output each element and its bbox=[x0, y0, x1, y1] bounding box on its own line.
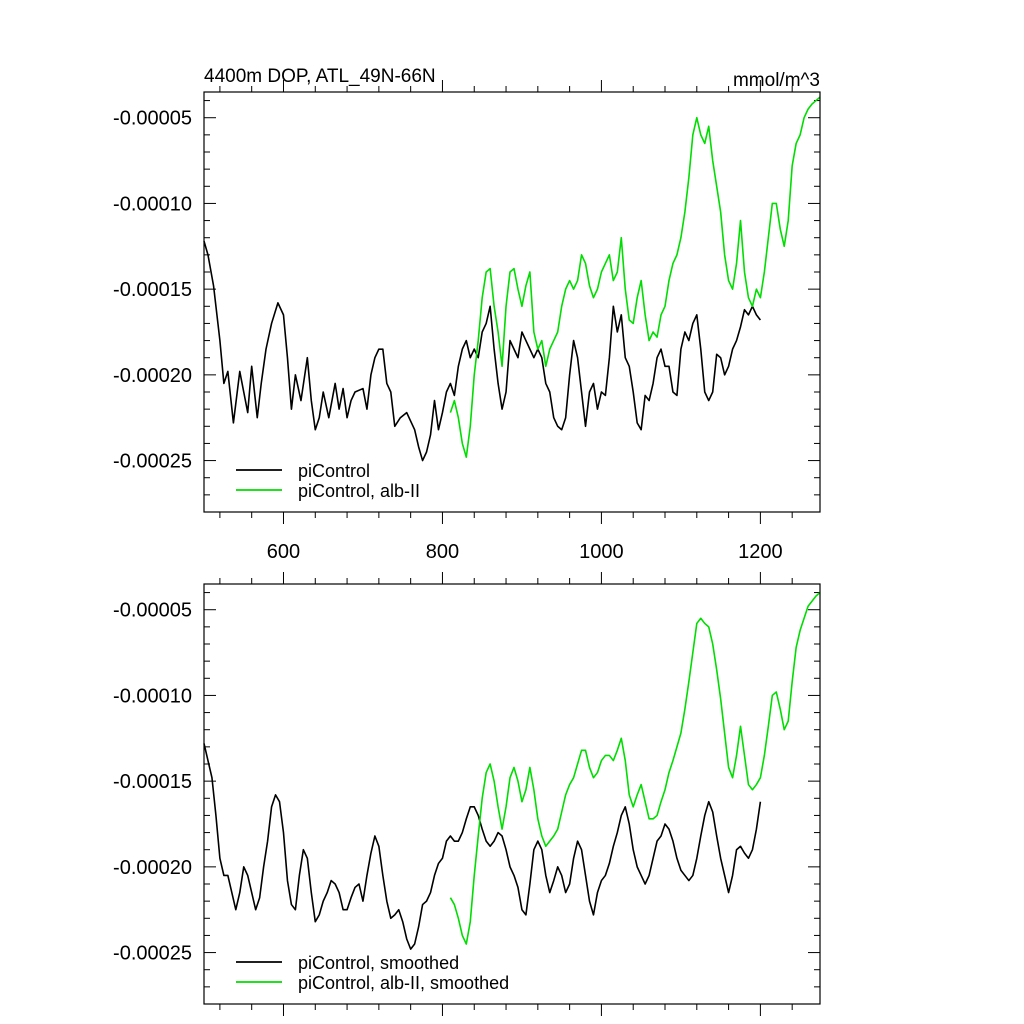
bottom-panel-frame bbox=[203, 583, 821, 1005]
bottom-y-tick-label: -0.00015 bbox=[113, 771, 192, 793]
top-panel-title: 4400m DOP, ATL_49N-66N bbox=[204, 66, 436, 87]
top-panel-x-tick-labels: 600 800 1000 1200 bbox=[267, 541, 783, 563]
bottom-panel-legend: piControl, smoothed piControl, alb-II, s… bbox=[236, 953, 509, 993]
bottom-panel-y-tick-labels: -0.00005 -0.00010 -0.00015 -0.00020 -0.00025 bbox=[113, 600, 192, 965]
top-x-tick-label: 600 bbox=[267, 541, 300, 563]
bottom-panel: -0.00005 -0.00010 -0.00015 -0.00020 -0.00025… bbox=[113, 572, 821, 1016]
top-y-tick-label: -0.00015 bbox=[113, 279, 192, 301]
top-y-tick-label: -0.00020 bbox=[113, 365, 192, 387]
top-panel-y-tick-labels: -0.00005 -0.00010 -0.00015 -0.00020 -0.00025 bbox=[113, 108, 192, 473]
bottom-panel-series bbox=[203, 591, 821, 950]
bottom-y-tick-label: -0.00020 bbox=[113, 857, 192, 879]
bottom-y-tick-label: -0.00010 bbox=[113, 685, 192, 707]
top-panel-units: mmol/m^3 bbox=[733, 70, 820, 91]
top-y-tick-label: -0.00005 bbox=[113, 108, 192, 130]
top-y-tick-label: -0.00010 bbox=[113, 193, 192, 215]
top-x-tick-label: 1200 bbox=[738, 541, 783, 563]
top-series-line-0 bbox=[203, 240, 762, 462]
top-x-tick-label: 1000 bbox=[579, 541, 624, 563]
bottom-y-tick-label: -0.00005 bbox=[113, 600, 192, 622]
top-x-tick-label: 800 bbox=[426, 541, 459, 563]
top-series-line-1 bbox=[449, 96, 821, 458]
bottom-panel-ticks bbox=[204, 572, 820, 1016]
top-panel: 4400m DOP, ATL_49N-66N mmol/m^3 -0.00005… bbox=[113, 66, 821, 563]
top-panel-legend: piControl piControl, alb-II bbox=[236, 461, 420, 501]
top-panel-frame bbox=[203, 91, 821, 513]
bottom-series-line-1 bbox=[449, 591, 821, 945]
top-panel-ticks bbox=[204, 80, 820, 524]
legend-label-picontrol-alb-ii: piControl, alb-II bbox=[298, 481, 420, 501]
legend-label-picontrol: piControl bbox=[298, 461, 370, 481]
legend-label-picontrol-smoothed: piControl, smoothed bbox=[298, 953, 459, 973]
legend-label-picontrol-alb-ii-smoothed: piControl, alb-II, smoothed bbox=[298, 973, 509, 993]
top-y-tick-label: -0.00025 bbox=[113, 451, 192, 473]
bottom-y-tick-label: -0.00025 bbox=[113, 943, 192, 965]
bottom-series-line-0 bbox=[203, 743, 762, 950]
top-panel-series bbox=[203, 96, 821, 462]
